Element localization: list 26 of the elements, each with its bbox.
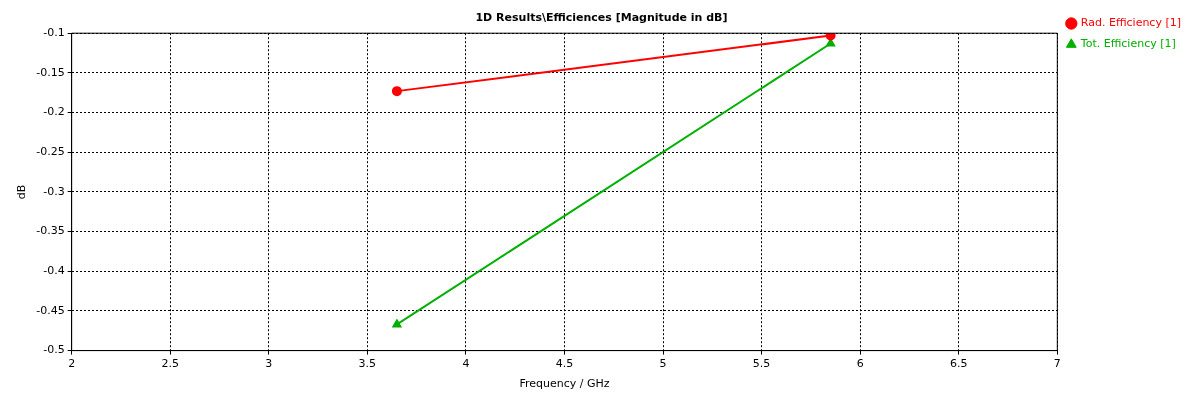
x-tick-label: 5 [659, 357, 667, 371]
y-tick-label: -0.45 [36, 303, 65, 317]
x-tick-label: 6 [856, 357, 864, 371]
y-tick-label: -0.5 [43, 343, 65, 357]
y-tick-label: -0.3 [43, 184, 65, 198]
point [391, 86, 402, 97]
y-tick-label: -0.1 [43, 26, 65, 40]
x-tick-label: 4.5 [555, 357, 574, 371]
y-tick-label: -0.15 [36, 65, 65, 79]
y-tick-label: -0.25 [36, 145, 65, 159]
x-tick-label: 2.5 [161, 357, 179, 371]
y-tick-label: -0.2 [43, 105, 65, 119]
legend-label: Rad. Efficiency [1] [1080, 16, 1182, 30]
x-tick-label: 6.5 [950, 357, 968, 371]
x-tick-label: 7 [1053, 357, 1061, 371]
legend-label: Tot. Efficiency [1] [1079, 37, 1176, 51]
y-axis-title: dB [15, 184, 29, 200]
x-tick-label: 3 [265, 357, 273, 371]
chart-title: 1D Results\Efficiences [Magnitude in dB] [475, 11, 728, 25]
x-tick-label: 3.5 [358, 357, 377, 371]
x-tick-label: 5.5 [752, 357, 771, 371]
x-axis-title: Frequency / GHz [519, 377, 610, 391]
x-tick-label: 2 [68, 357, 76, 371]
y-tick-label: -0.4 [43, 264, 65, 278]
x-tick-label: 4 [462, 357, 470, 371]
y-tick-label: -0.35 [36, 224, 65, 238]
